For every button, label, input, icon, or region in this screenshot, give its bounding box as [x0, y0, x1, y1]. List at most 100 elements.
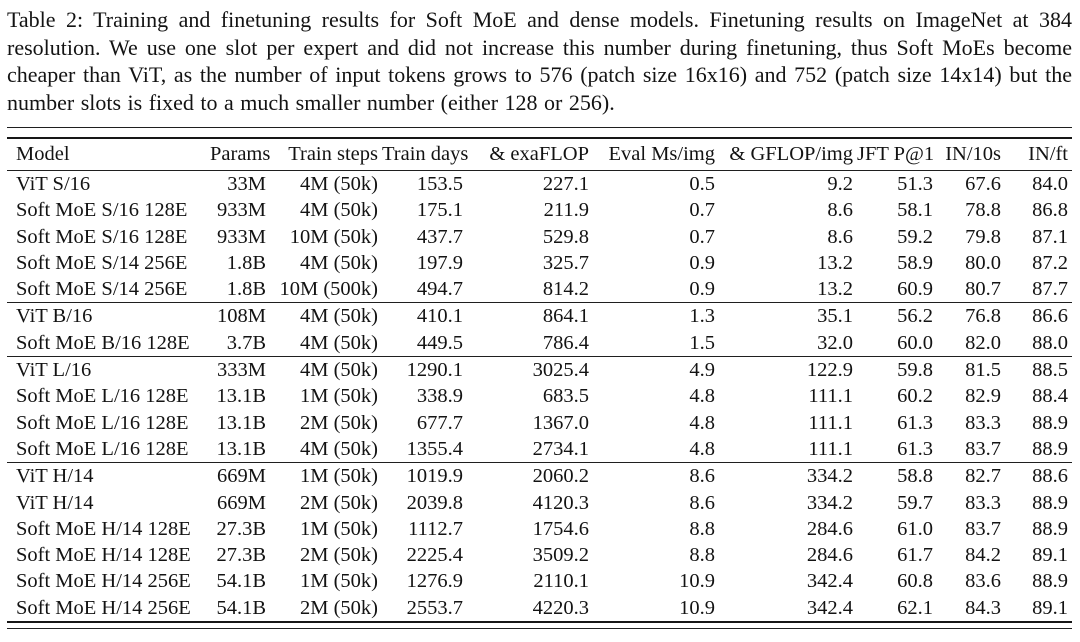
- cell-train-days: 175.1: [416, 199, 463, 222]
- cell-in-10s: 83.7: [965, 517, 1001, 540]
- cell-model: ViT H/14: [16, 491, 94, 514]
- cell-train-days: 1276.9: [406, 570, 463, 593]
- cell-in-10s: 79.8: [965, 225, 1001, 248]
- cell-train-steps: 4M (50k): [299, 331, 378, 354]
- cell-eval-ms-img: 1.3: [689, 305, 715, 328]
- cell-jft-p-at-1: 61.0: [897, 517, 933, 540]
- cell-jft-p-at-1: 62.1: [897, 596, 933, 619]
- cell-exaflop: 2110.1: [533, 570, 589, 593]
- cell-model: Soft MoE S/14 256E: [16, 278, 188, 301]
- cell-train-steps: 4M (50k): [299, 173, 378, 195]
- cell-model: ViT H/14: [16, 465, 94, 488]
- paper-page: Table 2: Training and finetuning results…: [0, 6, 1080, 642]
- cell-train-steps: 4M (50k): [299, 359, 378, 382]
- cell-model: Soft MoE H/14 128E: [16, 517, 191, 540]
- cell-gflop-img: 111.1: [808, 385, 853, 408]
- cell-in-ft: 88.6: [1032, 465, 1068, 488]
- cell-eval-ms-img: 0.9: [689, 278, 715, 301]
- cell-gflop-img: 111.1: [808, 437, 853, 460]
- column-header-params: Params: [210, 138, 270, 171]
- cell-in-10s: 84.3: [965, 596, 1001, 619]
- cell-params: 27.3B: [216, 544, 266, 567]
- table-header: Model Params Train steps Train days & exaFLO…: [7, 138, 1072, 171]
- cell-params: 669M: [217, 465, 266, 488]
- cell-train-days: 153.5: [416, 173, 463, 195]
- cell-train-steps: 1M (50k): [299, 465, 378, 488]
- cell-eval-ms-img: 8.6: [689, 465, 715, 488]
- table-row: Soft MoE S/16 128E 933M 10M (50k) 437.7 529.…: [7, 224, 1072, 250]
- cell-train-steps: 2M (50k): [299, 411, 378, 434]
- cell-params: 1.8B: [226, 251, 266, 274]
- column-header-model: Model: [7, 138, 210, 171]
- cell-eval-ms-img: 4.8: [689, 437, 715, 460]
- cell-train-steps: 1M (50k): [299, 385, 378, 408]
- cell-train-steps: 10M (500k): [279, 278, 378, 301]
- cell-in-ft: 88.9: [1032, 570, 1068, 593]
- cell-in-10s: 67.6: [965, 173, 1001, 195]
- cell-params: 933M: [217, 225, 266, 248]
- cell-train-steps: 4M (50k): [299, 251, 378, 274]
- cell-eval-ms-img: 8.6: [689, 491, 715, 514]
- cell-eval-ms-img: 4.9: [689, 359, 715, 382]
- cell-eval-ms-img: 0.7: [689, 225, 715, 248]
- table-row: ViT H/14 669M 2M (50k) 2039.8 4120.3 8.6 334.2…: [7, 490, 1072, 516]
- cell-in-10s: 82.0: [965, 331, 1001, 354]
- cell-params: 669M: [217, 491, 266, 514]
- cell-exaflop: 4220.3: [532, 596, 589, 619]
- cell-in-10s: 83.7: [965, 437, 1001, 460]
- results-table: Model Params Train steps Train days & exaFLO…: [7, 137, 1072, 624]
- column-header-exaflop: & exaFLOP: [467, 138, 593, 171]
- cell-in-10s: 76.8: [965, 305, 1001, 328]
- column-header-eval-ms-img: Eval Ms/img: [593, 138, 719, 171]
- table-row: Soft MoE L/16 128E 13.1B 2M (50k) 677.7 1367…: [7, 410, 1072, 436]
- cell-eval-ms-img: 1.5: [689, 331, 715, 354]
- cell-in-ft: 88.5: [1032, 359, 1068, 382]
- table-caption: Table 2: Training and finetuning results…: [7, 7, 1072, 115]
- cell-in-10s: 83.3: [965, 491, 1001, 514]
- cell-gflop-img: 8.6: [827, 225, 853, 248]
- cell-eval-ms-img: 10.9: [679, 570, 715, 593]
- table-row: Soft MoE H/14 128E 27.3B 2M (50k) 2225.4 350…: [7, 542, 1072, 568]
- cell-train-steps: 2M (50k): [299, 544, 378, 567]
- cell-jft-p-at-1: 61.3: [897, 411, 933, 434]
- cell-train-steps: 2M (50k): [299, 491, 378, 514]
- cell-exaflop: 4120.3: [532, 491, 589, 514]
- cell-in-ft: 88.0: [1032, 331, 1068, 354]
- cell-model: ViT L/16: [16, 359, 92, 382]
- cell-in-ft: 88.9: [1032, 491, 1068, 514]
- cell-in-10s: 80.0: [965, 251, 1001, 274]
- cell-in-ft: 89.1: [1032, 596, 1068, 619]
- cell-in-10s: 80.7: [965, 278, 1001, 301]
- cell-train-steps: 4M (50k): [299, 199, 378, 222]
- cell-train-days: 2039.8: [406, 491, 463, 514]
- cell-train-steps: 10M (50k): [289, 225, 378, 248]
- cell-exaflop: 683.5: [542, 385, 589, 408]
- cell-gflop-img: 334.2: [806, 465, 853, 488]
- cell-model: Soft MoE H/14 128E: [16, 544, 191, 567]
- cell-params: 33M: [227, 173, 266, 195]
- cell-model: Soft MoE H/14 256E: [16, 596, 191, 619]
- cell-train-days: 677.7: [416, 411, 463, 434]
- cell-exaflop: 2734.1: [532, 437, 589, 460]
- cell-eval-ms-img: 0.9: [689, 251, 715, 274]
- cell-train-days: 449.5: [416, 331, 463, 354]
- cell-eval-ms-img: 0.7: [689, 199, 715, 222]
- column-header-in-10s: IN/10s: [937, 138, 1005, 171]
- cell-model: Soft MoE B/16 128E: [16, 331, 190, 354]
- column-header-train-steps: Train steps: [270, 138, 382, 171]
- cell-jft-p-at-1: 61.7: [897, 544, 933, 567]
- cell-params: 3.7B: [226, 331, 266, 354]
- cell-in-ft: 88.9: [1032, 517, 1068, 540]
- cell-in-ft: 87.7: [1032, 278, 1068, 301]
- table-row: ViT S/16 33M 4M (50k) 153.5 227.1 0.5 9.2 51.3 6…: [7, 171, 1072, 198]
- cell-train-days: 437.7: [416, 225, 463, 248]
- cell-jft-p-at-1: 58.1: [897, 199, 933, 222]
- cell-eval-ms-img: 10.9: [679, 596, 715, 619]
- cell-model: Soft MoE S/16 128E: [16, 225, 188, 248]
- cell-in-ft: 87.1: [1032, 225, 1068, 248]
- cell-gflop-img: 13.2: [817, 251, 853, 274]
- cell-train-days: 410.1: [416, 305, 463, 328]
- cell-gflop-img: 35.1: [817, 305, 853, 328]
- cell-train-days: 197.9: [416, 251, 463, 274]
- table-header-row: Model Params Train steps Train days & exaFLO…: [7, 138, 1072, 171]
